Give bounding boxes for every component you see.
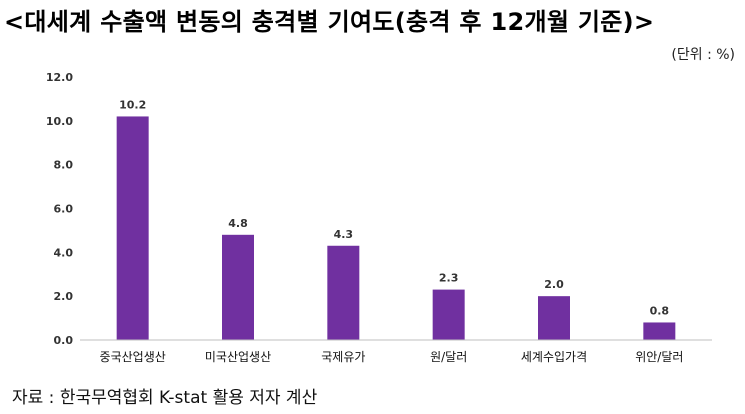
bar-value-label: 4.8 <box>228 217 248 230</box>
category-label: 위안/달러 <box>635 350 683 364</box>
y-tick-label: 4.0 <box>54 246 74 259</box>
category-label: 중국산업생산 <box>100 350 166 364</box>
bar-value-label: 2.0 <box>544 278 564 291</box>
y-tick-label: 10.0 <box>46 115 73 128</box>
category-label: 원/달러 <box>430 350 467 364</box>
y-tick-label: 8.0 <box>54 159 74 172</box>
category-label: 국제유가 <box>321 350 365 364</box>
bar <box>222 234 254 340</box>
bar <box>538 296 570 340</box>
bars <box>116 116 676 340</box>
bar-value-label: 2.3 <box>439 272 459 285</box>
y-tick-label: 0.0 <box>54 334 74 347</box>
category-label: 미국산업생산 <box>205 350 271 364</box>
unit-label: (단위 : %) <box>671 47 735 63</box>
value-labels: 10.2 4.8 4.3 2.3 2.0 0.8 <box>119 98 669 317</box>
y-axis-ticks: 0.0 2.0 4.0 6.0 8.0 10.0 12.0 <box>46 71 73 347</box>
y-tick-label: 12.0 <box>46 71 73 84</box>
category-labels: 중국산업생산 미국산업생산 국제유가 원/달러 세계수입가격 위안/달러 <box>100 350 684 364</box>
category-label: 세계수입가격 <box>521 350 587 364</box>
bar-value-label: 10.2 <box>119 98 146 111</box>
y-tick-label: 6.0 <box>54 203 74 216</box>
bar-value-label: 0.8 <box>650 304 670 317</box>
bar-value-label: 4.3 <box>334 228 354 241</box>
bar <box>327 245 360 340</box>
source-note: 자료 : 한국무역협회 K-stat 활용 저자 계산 <box>12 388 318 408</box>
bar <box>432 289 465 340</box>
bar <box>643 322 676 340</box>
bar <box>116 116 149 340</box>
chart-title: <대세계 수출액 변동의 충격별 기여도(충격 후 12개월 기준)> <box>4 8 655 36</box>
y-tick-label: 2.0 <box>54 290 74 303</box>
